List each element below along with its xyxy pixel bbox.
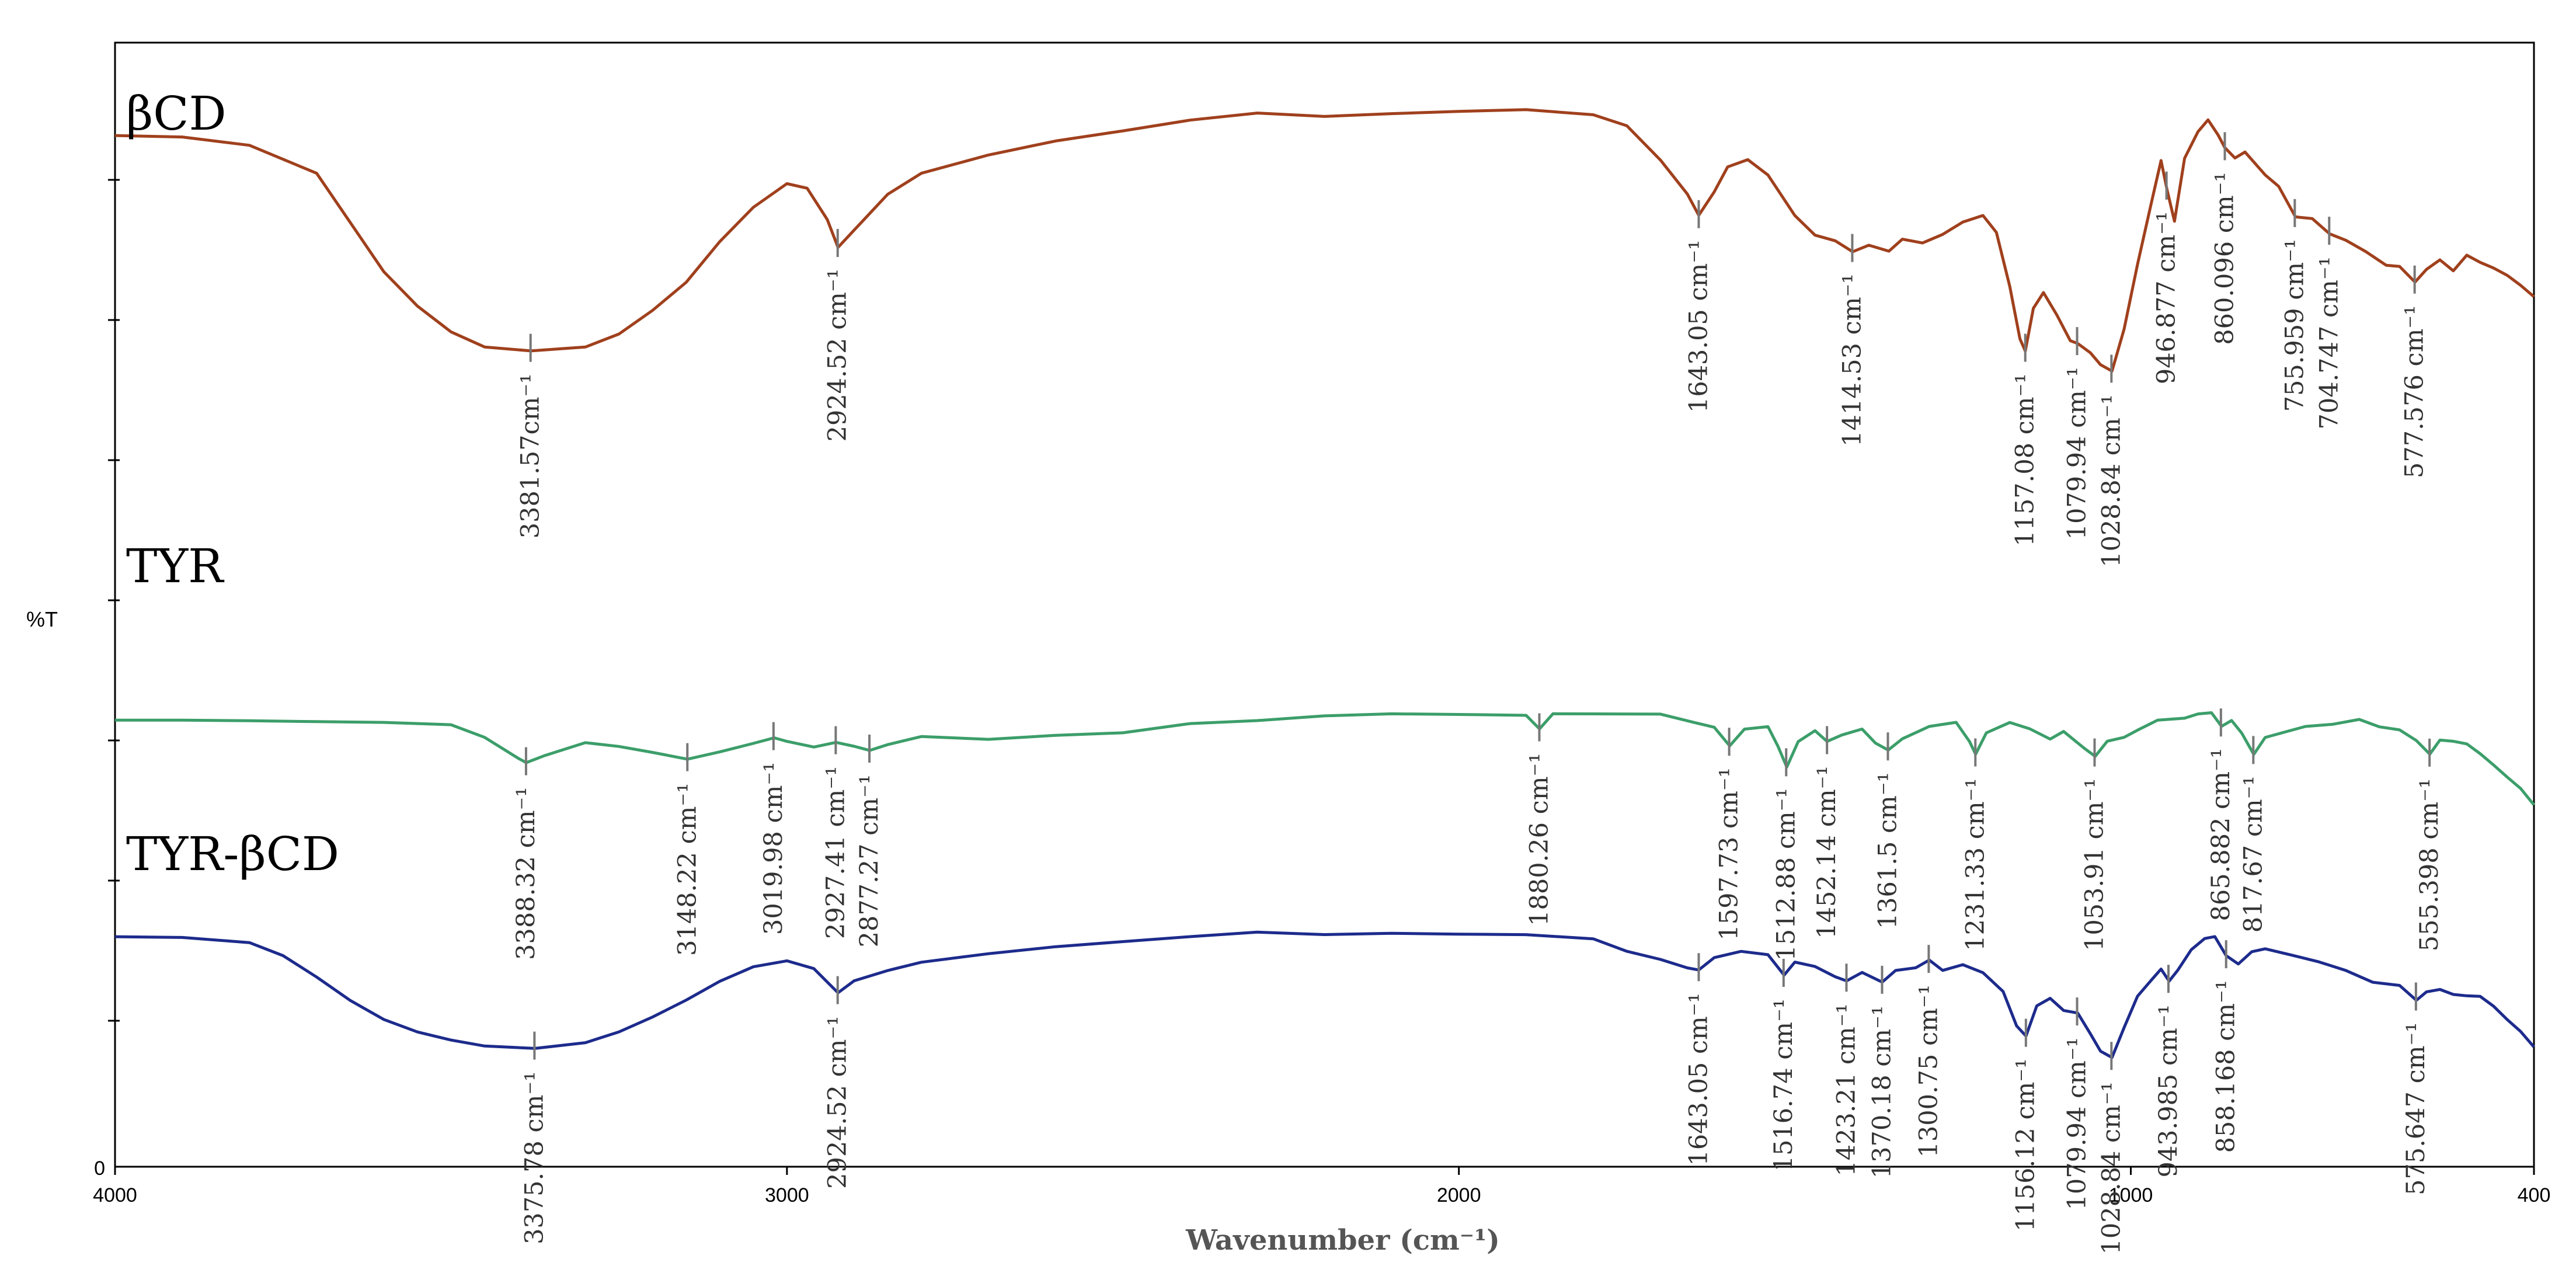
x-tick-label: 4000 [93, 1184, 137, 1206]
peak-label: 1452.14 cm⁻¹ [1812, 766, 1842, 938]
series-names: βCD TYR TYR-βCD [126, 86, 339, 881]
peak-label: 1300.75 cm⁻¹ [1914, 985, 1943, 1157]
peak-label: 1414.53 cm⁻¹ [1837, 274, 1867, 447]
x-axis-ticks: 4000 3000 2000 1000 400 [93, 1167, 2550, 1206]
series-line-1 [114, 711, 2535, 806]
series-name-1: TYR [126, 539, 225, 593]
peak-label: 1370.18 cm⁻¹ [1868, 1006, 1897, 1178]
peak-label: 577.576 cm⁻¹ [2400, 305, 2429, 478]
peak-label: 3388.32 cm⁻¹ [511, 787, 541, 960]
peak-label: 1643.05 cm⁻¹ [1684, 240, 1714, 413]
peak-label: 943.985 cm⁻¹ [2154, 1004, 2183, 1177]
peak-label: 3381.57cm⁻¹ [516, 374, 545, 539]
peak-label: 865.882 cm⁻¹ [2206, 748, 2236, 921]
peak-label: 1157.08 cm⁻¹ [2011, 373, 2040, 546]
peak-label: 555.398 cm⁻¹ [2415, 778, 2444, 951]
peak-label: 2924.52 cm⁻¹ [823, 269, 852, 441]
peak-label: 1361.5 cm⁻¹ [1873, 772, 1902, 929]
peak-annotations: 3381.57cm⁻¹ 2924.52 cm⁻¹ 1643.05 cm⁻¹ 1414.… [511, 132, 2444, 1254]
peak-label: 1643.05 cm⁻¹ [1684, 993, 1714, 1166]
peak-label: 1053.91 cm⁻¹ [2080, 778, 2109, 951]
peak-label: 1028.84 cm⁻¹ [2097, 1081, 2126, 1254]
peak-label: 1516.74 cm⁻¹ [1769, 999, 1798, 1171]
peak-label: 1079.94 cm⁻¹ [2062, 1037, 2091, 1210]
peak-label: 704.747 cm⁻¹ [2314, 256, 2344, 429]
peak-label: 1880.26 cm⁻¹ [1524, 753, 1554, 926]
x-tick-label: 2000 [1437, 1184, 1481, 1206]
y-zero-tick-label: 0 [94, 1157, 105, 1180]
peak-label: 2877.27 cm⁻¹ [855, 774, 884, 947]
x-tick-label: 1000 [2109, 1184, 2153, 1206]
peak-label: 3019.98 cm⁻¹ [759, 762, 788, 935]
peak-label: 2927.41 cm⁻¹ [821, 766, 850, 939]
x-axis-label: Wavenumber (cm⁻¹) [1185, 1224, 1500, 1257]
peak-label: 575.647 cm⁻¹ [2401, 1022, 2431, 1195]
x-tick-label: 400 [2518, 1184, 2551, 1206]
peak-label: 2924.52 cm⁻¹ [823, 1016, 852, 1189]
peak-label: 3148.22 cm⁻¹ [673, 783, 702, 956]
peak-label: 1597.73 cm⁻¹ [1715, 767, 1744, 940]
peak-label: 1423.21 cm⁻¹ [1832, 1003, 1861, 1176]
plot-frame [114, 41, 2535, 1168]
peak-label: 860.096 cm⁻¹ [2210, 172, 2239, 345]
peak-label: 1231.33 cm⁻¹ [1961, 778, 1990, 951]
series-line-2 [114, 930, 2535, 1059]
x-tick-label: 3000 [765, 1184, 809, 1206]
peak-label: 1079.94 cm⁻¹ [2063, 367, 2092, 540]
peak-label: 3375.78 cm⁻¹ [520, 1072, 549, 1244]
series-line-0 [114, 108, 2535, 373]
spectra [114, 108, 2535, 1059]
peak-label: 1512.88 cm⁻¹ [1771, 788, 1801, 961]
y-gridlines [108, 179, 120, 1022]
peak-label: 946.877 cm⁻¹ [2152, 211, 2181, 384]
y-axis-label: %T [26, 607, 58, 631]
peak-label: 1028.84 cm⁻¹ [2097, 394, 2126, 567]
series-name-0: βCD [126, 86, 227, 141]
peak-label: 858.168 cm⁻¹ [2212, 980, 2241, 1153]
series-name-2: TYR-βCD [126, 827, 339, 881]
peak-label: 817.67 cm⁻¹ [2239, 775, 2268, 933]
peak-label: 755.959 cm⁻¹ [2280, 239, 2309, 412]
peak-label: 1156.12 cm⁻¹ [2011, 1059, 2041, 1232]
